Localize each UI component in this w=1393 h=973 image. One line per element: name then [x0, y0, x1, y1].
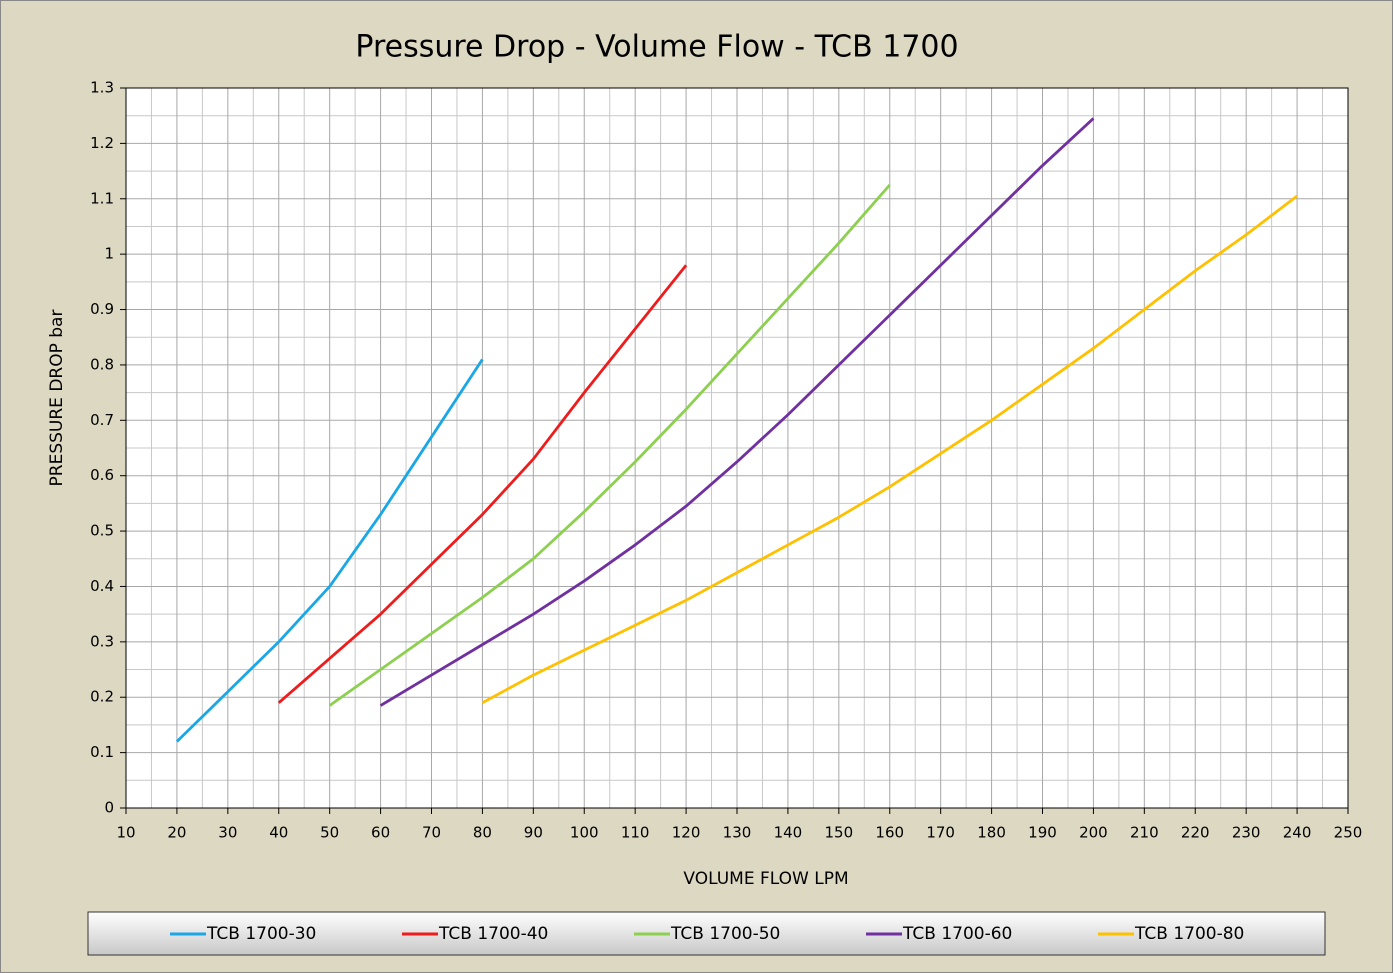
- legend-label: TCB 1700-50: [670, 924, 780, 944]
- x-tick-label: 40: [269, 824, 288, 842]
- x-tick-label: 120: [672, 824, 701, 842]
- x-tick-label: 150: [825, 824, 854, 842]
- y-tick-label: 1.1: [90, 189, 114, 207]
- y-tick-label: 0.9: [90, 300, 114, 318]
- x-tick-label: 130: [723, 824, 752, 842]
- x-tick-label: 30: [218, 824, 237, 842]
- x-axis-label: VOLUME FLOW LPM: [683, 869, 848, 889]
- y-tick-label: 0.5: [90, 522, 114, 540]
- legend-label: TCB 1700-30: [206, 924, 316, 944]
- chart-title: Pressure Drop - Volume Flow - TCB 1700: [355, 30, 958, 65]
- x-tick-label: 60: [371, 824, 390, 842]
- x-tick-label: 160: [875, 824, 904, 842]
- x-tick-label: 90: [524, 824, 543, 842]
- y-tick-label: 0.6: [90, 466, 114, 484]
- plot-border: [125, 87, 1349, 809]
- y-tick-label: 0.1: [90, 743, 114, 761]
- x-tick-label: 180: [977, 824, 1006, 842]
- y-tick-label: 0.3: [90, 632, 114, 650]
- x-tick-label: 80: [473, 824, 492, 842]
- series-line: [277, 264, 688, 704]
- x-tick-label: 210: [1130, 824, 1159, 842]
- legend-label: TCB 1700-40: [438, 924, 548, 944]
- legend-label: TCB 1700-80: [1134, 924, 1244, 944]
- x-tick-label: 50: [320, 824, 339, 842]
- y-tick-label: 1: [104, 245, 114, 263]
- series-line: [379, 117, 1095, 707]
- legend-label: TCB 1700-60: [902, 924, 1012, 944]
- y-tick-label: 1.3: [90, 79, 114, 97]
- y-tick-label: 1.2: [90, 134, 114, 152]
- x-tick-label: 200: [1079, 824, 1108, 842]
- x-tick-label: 220: [1181, 824, 1210, 842]
- x-tick-label: 10: [116, 824, 135, 842]
- y-tick-label: 0.2: [90, 688, 114, 706]
- series-line: [328, 184, 891, 707]
- y-tick-label: 0.7: [90, 411, 114, 429]
- y-tick-label: 0: [104, 799, 114, 817]
- x-tick-label: 20: [167, 824, 186, 842]
- x-tick-label: 140: [774, 824, 803, 842]
- y-tick-label: 0.8: [90, 355, 114, 373]
- x-tick-label: 110: [621, 824, 650, 842]
- y-axis-label: PRESSURE DROP bar: [47, 310, 67, 487]
- x-tick-label: 230: [1232, 824, 1261, 842]
- y-tick-label: 0.4: [90, 577, 114, 595]
- x-tick-label: 190: [1028, 824, 1057, 842]
- x-tick-label: 240: [1283, 824, 1312, 842]
- series-line: [481, 194, 1298, 704]
- x-tick-label: 100: [570, 824, 599, 842]
- series-line: [175, 358, 484, 743]
- x-tick-label: 170: [926, 824, 955, 842]
- x-tick-label: 250: [1334, 824, 1363, 842]
- x-tick-label: 70: [422, 824, 441, 842]
